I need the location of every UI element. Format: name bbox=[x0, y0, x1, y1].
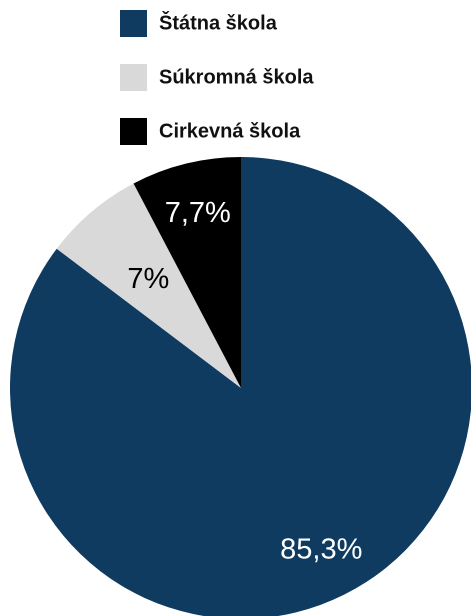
slice-value-label: 7% bbox=[127, 263, 169, 295]
slice-value-label: 85,3% bbox=[280, 533, 362, 565]
pie-slice bbox=[133, 157, 241, 388]
slice-value-label: 7,7% bbox=[165, 197, 231, 229]
legend-label: Cirkevná škola bbox=[159, 121, 301, 143]
legend: Štátna škola Súkromná škola Cirkevná škola bbox=[120, 10, 314, 145]
pie-slice bbox=[56, 183, 242, 388]
legend-swatch bbox=[120, 64, 147, 91]
legend-swatch bbox=[120, 118, 147, 145]
pie-labels: 85,3% 7% 7,7% bbox=[127, 197, 362, 565]
pie-slice bbox=[10, 157, 471, 616]
legend-label: Štátna škola bbox=[159, 11, 278, 35]
pie-slices bbox=[10, 157, 471, 616]
legend-swatch bbox=[120, 10, 147, 37]
legend-label: Súkromná škola bbox=[159, 67, 314, 89]
